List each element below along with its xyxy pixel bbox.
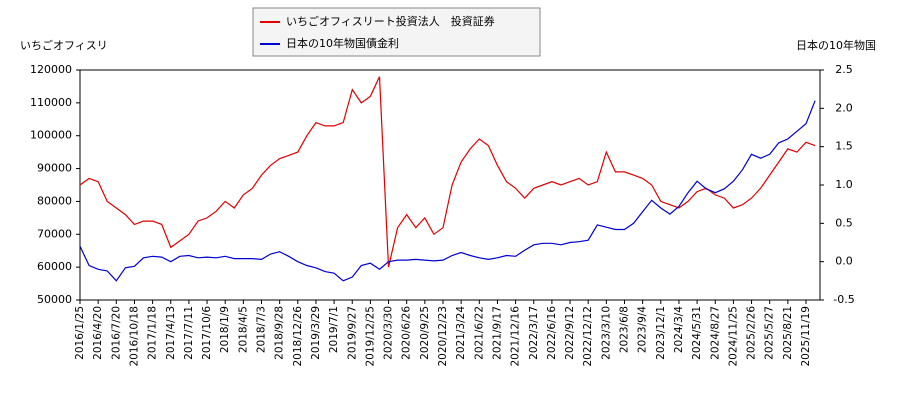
plot-frame (79, 69, 821, 301)
legend-label: 日本の10年物国債金利 (286, 36, 399, 50)
x-tick-label: 2019/9/27 (346, 306, 358, 360)
x-tick-label: 2025/2/26 (746, 306, 758, 360)
x-tick-label: 2022/6/16 (546, 306, 558, 360)
y-tick-label: 80000 (37, 194, 72, 207)
x-tick-label: 2020/12/23 (437, 306, 449, 367)
y2-tick-label: 2.5 (835, 63, 853, 76)
x-tick-label: 2018/9/28 (274, 306, 286, 360)
y2-tick-label: 1.5 (835, 140, 853, 153)
x-tick-label: 2025/5/27 (764, 306, 776, 360)
series-line (79, 100, 816, 282)
x-tick-label: 2025/11/19 (800, 306, 812, 367)
y-tick-label: 70000 (37, 227, 72, 240)
y2-tick-label: 0.5 (835, 216, 853, 229)
x-tick-label: 2019/12/25 (364, 306, 376, 367)
y2-tick-label: 0.0 (835, 255, 853, 268)
y-tick-label: 120000 (30, 63, 72, 76)
y2-tick-label: 1.0 (835, 178, 853, 191)
y-tick-label: 60000 (37, 260, 72, 273)
y2-tick-label: -0.5 (833, 293, 854, 306)
x-tick-label: 2023/9/4 (637, 306, 649, 353)
x-tick-label: 2021/6/22 (473, 306, 485, 360)
x-tick-label: 2017/1/18 (147, 306, 159, 360)
x-tick-label: 2023/12/1 (655, 306, 667, 360)
x-tick-label: 2018/12/26 (292, 306, 304, 367)
x-tick-label: 2018/7/3 (256, 306, 268, 353)
x-tick-label: 2021/12/16 (510, 306, 522, 367)
x-tick-label: 2019/3/29 (310, 306, 322, 360)
y-tick-label: 90000 (37, 162, 72, 175)
x-tick-label: 2020/9/25 (419, 306, 431, 360)
x-tick-label: 2022/12/12 (582, 306, 594, 367)
legend (252, 7, 541, 57)
x-tick-label: 2021/3/24 (455, 306, 467, 360)
x-tick-label: 2016/10/18 (128, 306, 140, 367)
legend-label: いちごオフィスリート投資法人 投資証券 (286, 14, 495, 28)
x-tick-label: 2016/7/20 (110, 306, 122, 360)
x-tick-label: 2017/4/13 (165, 306, 177, 360)
x-tick-label: 2018/4/5 (237, 306, 249, 353)
x-tick-label: 2022/9/12 (564, 306, 576, 360)
y2-tick-label: 2.0 (835, 101, 853, 114)
x-tick-label: 2025/8/21 (782, 306, 794, 360)
x-tick-label: 2024/3/4 (673, 306, 685, 353)
y-axis-title: いちごオフィスリ (20, 38, 108, 52)
x-tick-label: 2019/7/1 (328, 306, 340, 353)
x-tick-label: 2020/6/26 (401, 306, 413, 360)
x-tick-label: 2024/8/27 (709, 306, 721, 360)
x-tick-label: 2017/7/11 (183, 306, 195, 360)
x-tick-label: 2017/10/6 (201, 306, 213, 360)
y-tick-label: 100000 (30, 129, 72, 142)
x-tick-label: 2016/4/20 (92, 306, 104, 360)
x-tick-label: 2020/3/30 (383, 306, 395, 360)
x-tick-label: 2024/5/31 (691, 306, 703, 360)
x-tick-label: 2021/9/17 (491, 306, 503, 360)
x-tick-label: 2018/1/9 (219, 306, 231, 353)
x-tick-label: 2024/11/25 (727, 306, 739, 367)
x-tick-label: 2023/3/10 (600, 306, 612, 360)
y-tick-label: 50000 (37, 293, 72, 306)
y2-axis-title: 日本の10年物国 (796, 38, 876, 52)
series-line (79, 76, 816, 268)
x-tick-label: 2016/1/25 (74, 306, 86, 360)
x-tick-label: 2023/6/8 (619, 306, 631, 353)
y-tick-label: 110000 (30, 96, 72, 109)
x-tick-label: 2022/3/17 (528, 306, 540, 360)
